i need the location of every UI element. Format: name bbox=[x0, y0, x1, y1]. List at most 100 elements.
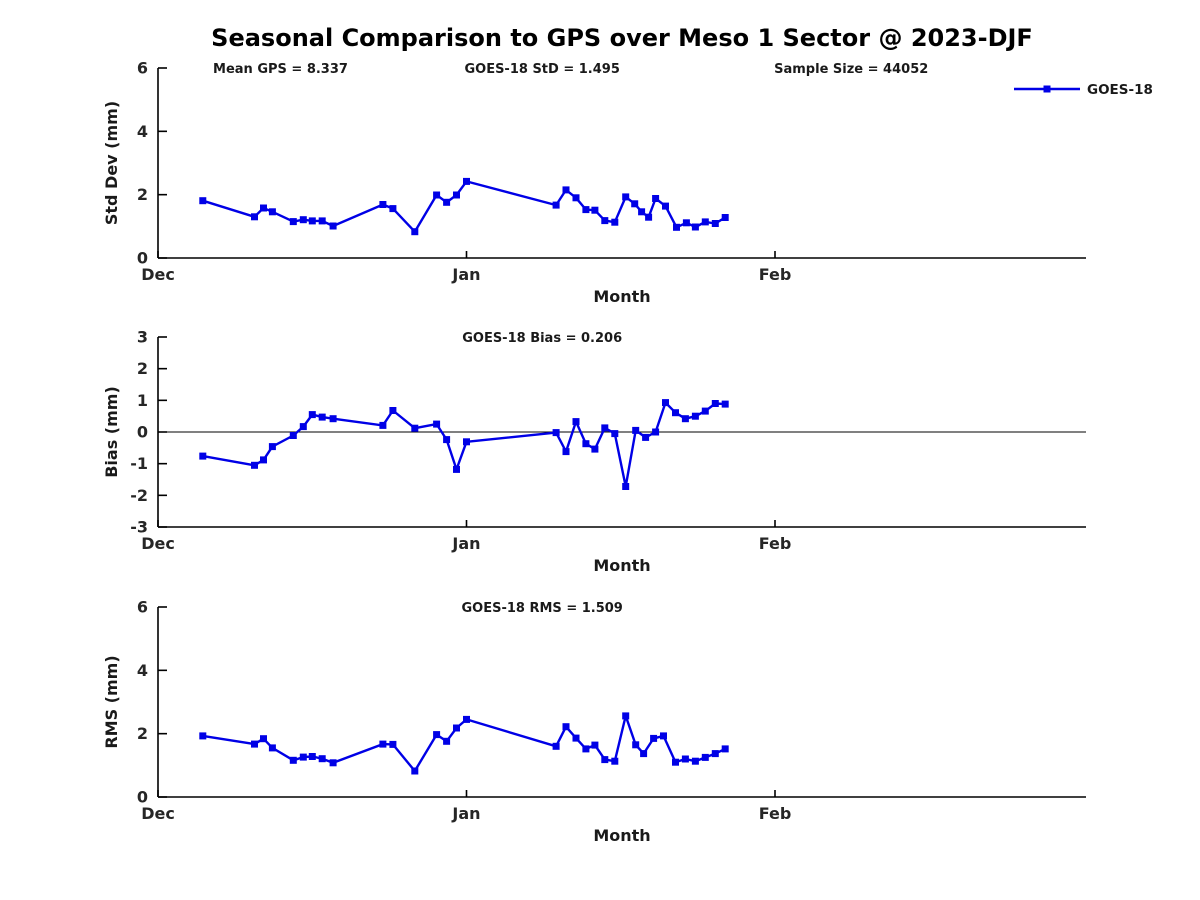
data-point-marker bbox=[411, 228, 419, 236]
data-point-marker bbox=[642, 433, 650, 441]
subplots-root: 0 2 4 6 Dec Jan Feb Month Std Dev (mm) Mean GPS =… bbox=[102, 59, 1086, 845]
data-point-marker bbox=[611, 757, 619, 765]
series-line-goes-18 bbox=[201, 180, 727, 233]
y-axis-title: Std Dev (mm) bbox=[102, 101, 121, 225]
data-point-marker bbox=[251, 740, 258, 748]
data-point-marker bbox=[443, 198, 451, 206]
data-point-marker bbox=[650, 734, 658, 742]
data-point-marker bbox=[289, 756, 297, 764]
data-point-marker bbox=[631, 200, 639, 208]
x-tick-label: Dec bbox=[141, 804, 175, 823]
data-point-marker bbox=[453, 465, 460, 473]
data-point-marker bbox=[389, 407, 397, 414]
data-point-marker bbox=[463, 438, 470, 446]
data-point-marker bbox=[411, 767, 419, 775]
data-point-marker bbox=[433, 731, 441, 739]
y-axis-title: RMS (mm) bbox=[102, 655, 121, 748]
y-tick-label: 6 bbox=[137, 59, 148, 78]
data-point-marker bbox=[199, 197, 207, 205]
data-point-marker bbox=[711, 220, 719, 227]
data-point-marker bbox=[572, 194, 580, 202]
data-point-marker bbox=[552, 742, 560, 750]
x-axis-title: Month bbox=[593, 826, 650, 845]
data-point-marker bbox=[289, 432, 297, 439]
data-point-marker bbox=[299, 753, 307, 761]
data-point-marker bbox=[268, 744, 276, 752]
data-point-marker bbox=[251, 213, 258, 221]
data-point-marker bbox=[640, 750, 648, 758]
data-point-marker bbox=[632, 741, 640, 749]
subplot-bias: -3 -2 -1 0 1 2 3 Dec Jan Feb Month Bias (mm) GOES-18… bbox=[102, 328, 1086, 575]
data-point-marker bbox=[721, 745, 729, 753]
data-point-marker bbox=[552, 429, 560, 437]
x-tick-label: Feb bbox=[759, 804, 792, 823]
data-point-marker bbox=[389, 205, 397, 213]
data-point-marker bbox=[721, 400, 729, 408]
y-tick-label: 0 bbox=[137, 788, 148, 807]
y-tick-label: 2 bbox=[137, 185, 148, 204]
data-point-marker bbox=[672, 409, 679, 417]
data-point-marker bbox=[622, 193, 630, 201]
data-point-marker bbox=[379, 421, 387, 429]
data-point-marker bbox=[289, 218, 297, 226]
data-point-marker bbox=[318, 217, 326, 225]
data-point-marker bbox=[622, 712, 630, 720]
data-point-marker bbox=[591, 206, 599, 214]
subplot-annotation: Sample Size = 44052 bbox=[774, 62, 928, 77]
x-axis-title: Month bbox=[593, 287, 650, 306]
data-point-marker bbox=[453, 724, 460, 732]
data-point-marker bbox=[711, 400, 719, 407]
subplot-rms: 0 2 4 6 Dec Jan Feb Month RMS (mm) GOES-18 RMS = … bbox=[102, 598, 1086, 845]
data-point-marker bbox=[411, 424, 419, 432]
data-point-marker bbox=[660, 732, 667, 740]
data-point-marker bbox=[379, 201, 387, 208]
x-tick-label: Feb bbox=[759, 265, 792, 284]
x-tick-label: Dec bbox=[141, 534, 175, 553]
data-point-marker bbox=[260, 456, 267, 464]
data-point-marker bbox=[691, 757, 699, 765]
subplot-annotation: GOES-18 StD = 1.495 bbox=[464, 62, 619, 77]
data-point-marker bbox=[329, 759, 337, 767]
data-point-marker bbox=[463, 715, 470, 723]
data-point-marker bbox=[622, 483, 630, 490]
y-tick-label: 4 bbox=[137, 661, 148, 680]
y-tick-label: 4 bbox=[137, 122, 148, 141]
data-point-marker bbox=[329, 222, 337, 230]
data-point-marker bbox=[260, 204, 267, 212]
data-point-marker bbox=[572, 418, 580, 426]
data-point-marker bbox=[638, 208, 646, 216]
data-point-marker bbox=[681, 415, 689, 423]
series-line-goes-18 bbox=[201, 401, 727, 488]
data-point-marker bbox=[318, 755, 326, 763]
data-point-marker bbox=[632, 426, 640, 434]
data-point-marker bbox=[329, 415, 337, 423]
data-point-marker bbox=[591, 741, 599, 749]
x-tick-label: Dec bbox=[141, 265, 175, 284]
data-point-marker bbox=[652, 428, 660, 436]
y-tick-label: 0 bbox=[137, 423, 148, 442]
data-point-marker bbox=[672, 758, 679, 766]
y-tick-label: -3 bbox=[130, 518, 148, 537]
data-point-marker bbox=[691, 223, 699, 231]
subplot-annotation: GOES-18 RMS = 1.509 bbox=[462, 601, 623, 616]
data-point-marker bbox=[463, 177, 470, 185]
data-point-marker bbox=[308, 217, 316, 225]
data-point-marker bbox=[673, 223, 680, 231]
data-point-marker bbox=[299, 423, 307, 431]
data-point-marker bbox=[721, 214, 729, 221]
legend-marker-icon bbox=[1043, 85, 1051, 93]
x-axis-title: Month bbox=[593, 556, 650, 575]
data-point-marker bbox=[433, 191, 441, 199]
data-point-marker bbox=[662, 399, 669, 407]
y-tick-label: 6 bbox=[137, 598, 148, 617]
subplot-annotation: GOES-18 Bias = 0.206 bbox=[462, 331, 622, 346]
y-tick-label: -1 bbox=[130, 454, 148, 473]
data-point-marker bbox=[433, 420, 441, 428]
data-point-marker bbox=[591, 445, 599, 453]
x-tick-label: Jan bbox=[451, 804, 480, 823]
data-point-marker bbox=[645, 213, 653, 221]
series-line-goes-18 bbox=[201, 714, 727, 773]
data-point-marker bbox=[199, 452, 207, 460]
data-point-marker bbox=[601, 217, 609, 225]
